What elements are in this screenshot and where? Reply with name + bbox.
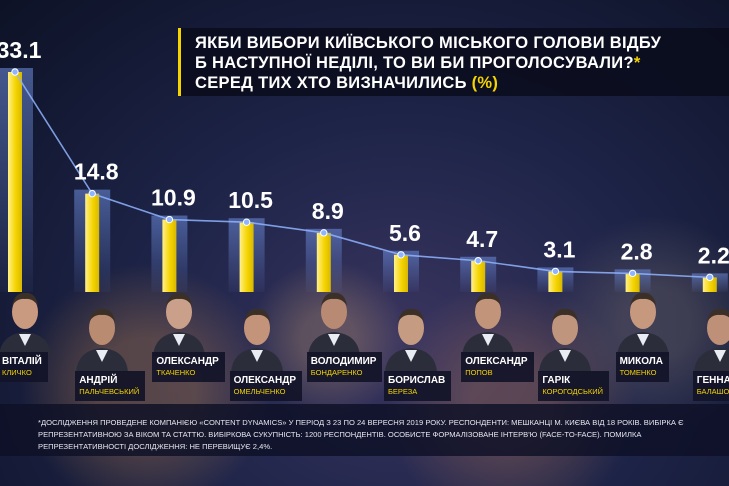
trend-line [14, 71, 710, 279]
footnote-panel: *ДОСЛІДЖЕННЯ ПРОВЕДЕНЕ КОМПАНІЄЮ «CONTEN… [0, 404, 729, 456]
candidate-last-name-2: ТКАЧЕНКО [156, 368, 196, 377]
candidate-last-name-8: ТОМЕНКО [619, 368, 657, 377]
candidate-photo-7 [535, 298, 595, 372]
trend-point-9 [706, 273, 714, 282]
candidate-last-name-7: КОРОГОДСЬКИЙ [542, 387, 604, 396]
candidate-last-name-4: БОНДАРЕНКО [310, 368, 363, 377]
candidate-last-name-3: ОМЕЛЬЧЕНКО [233, 387, 286, 396]
candidate-last-name-9: БАЛАШОВ [696, 387, 729, 396]
value-label-3: 10.5 [228, 187, 273, 213]
candidate-name-plate-9: ГЕННАДІБАЛАШОВ [692, 371, 729, 401]
title-line-3: СЕРЕД ТИХ ХТО ВИЗНАЧИЛИСЬ (%) [195, 74, 498, 93]
bar-8 [625, 273, 640, 292]
title-line-2: Б НАСТУПНОЇ НЕДІЛІ, ТО ВИ БИ ПРОГОЛОСУВА… [195, 54, 641, 73]
candidate-last-name-5: БЕРЕЗА [388, 387, 418, 396]
trend-point-4 [320, 229, 328, 237]
bar-2 [162, 219, 177, 292]
bar-6 [471, 260, 486, 292]
bar-0 [8, 72, 22, 292]
value-label-7: 3.1 [543, 236, 575, 262]
bar-1 [85, 193, 100, 292]
candidate-first-name-7: ГАРІК [542, 375, 571, 386]
value-label-9: 2.2 [698, 242, 729, 268]
candidate-first-name-1: АНДРІЙ [79, 375, 118, 386]
bar-3 [239, 222, 254, 292]
trend-point-7 [551, 267, 560, 276]
candidate-first-name-2: ОЛЕКСАНДР [156, 356, 219, 367]
candidate-photo-2 [149, 282, 209, 356]
bar-9 [702, 277, 717, 292]
candidate-photo-9 [690, 298, 729, 372]
candidate-photo-6 [458, 282, 518, 356]
candidate-first-name-3: ОЛЕКСАНДР [233, 375, 296, 386]
candidate-name-plate-3: ОЛЕКСАНДР ОМЕЛЬЧЕНКО [229, 371, 302, 401]
candidate-first-name-9: ГЕННАДІ [696, 375, 729, 386]
candidate-first-name-4: ВОЛОДИМИР [310, 356, 377, 367]
candidate-photo-8 [613, 282, 673, 356]
value-label-8: 2.8 [621, 238, 653, 264]
candidate-name-plate-2: ОЛЕКСАНДР ТКАЧЕНКО [152, 352, 225, 382]
candidate-name-plate-6: ОЛЕКСАНДР ПОПОВ [461, 352, 534, 382]
candidate-photo-4 [304, 282, 364, 356]
trend-point-8 [628, 269, 637, 278]
candidate-photo-1 [72, 298, 132, 372]
value-label-5: 5.6 [389, 220, 421, 246]
candidate-last-name-1: ПАЛЬЧЕВСЬКИЙ [79, 387, 140, 396]
candidate-name-plate-0: ВІТАЛІЙ КЛИЧКО [0, 352, 48, 382]
bar-7 [548, 271, 563, 292]
trend-point-2 [165, 215, 174, 224]
bar-4 [316, 232, 331, 292]
candidate-name-plate-1: АНДРІЙ ПАЛЬЧЕВСЬКИЙ [75, 371, 146, 401]
candidate-photo-0 [0, 282, 55, 356]
trend-point-6 [474, 257, 482, 265]
candidate-name-plate-4: ВОЛОДИМИР БОНДАРЕНКО [306, 352, 383, 382]
footnote-text: *ДОСЛІДЖЕННЯ ПРОВЕДЕНЕ КОМПАНІЄЮ «CONTEN… [38, 418, 684, 451]
candidate-photo-3 [227, 298, 287, 372]
title-line-2-text: Б НАСТУПНОЇ НЕДІЛІ, ТО ВИ БИ ПРОГОЛОСУВА… [195, 54, 634, 72]
title-unit: (%) [471, 74, 499, 92]
value-label-0: 33.1 [0, 37, 42, 63]
candidate-last-name-6: ПОПОВ [465, 368, 493, 377]
title-line-3-text: СЕРЕД ТИХ ХТО ВИЗНАЧИЛИСЬ [195, 74, 467, 92]
candidate-first-name-0: ВІТАЛІЙ [2, 356, 42, 367]
title-line-1: ЯКБИ ВИБОРИ КИЇВСЬКОГО МІСЬКОГО ГОЛОВИ В… [195, 34, 662, 52]
value-label-4: 8.9 [312, 198, 344, 224]
candidate-last-name-0: КЛИЧКО [2, 368, 32, 377]
candidate-first-name-6: ОЛЕКСАНДР [465, 356, 528, 367]
value-label-1: 14.8 [74, 159, 119, 185]
candidate-name-plate-8: МИКОЛА ТОМЕНКО [615, 352, 669, 382]
trend-point-5 [397, 251, 405, 259]
trend-point-0 [11, 68, 19, 76]
trend-point-1 [88, 189, 96, 198]
bar-5 [394, 254, 408, 292]
candidate-name-plate-7: ГАРІК КОРОГОДСЬКИЙ [538, 371, 610, 401]
candidate-first-name-5: БОРИСЛАВ [388, 375, 446, 386]
candidate-first-name-8: МИКОЛА [619, 356, 663, 367]
candidate-photo-5 [381, 298, 441, 372]
trend-point-3 [242, 218, 251, 226]
title-footnote-mark: * [633, 54, 641, 72]
value-label-2: 10.9 [151, 185, 196, 211]
title-panel: ЯКБИ ВИБОРИ КИЇВСЬКОГО МІСЬКОГО ГОЛОВИ В… [178, 28, 729, 96]
value-label-6: 4.7 [466, 226, 498, 252]
candidate-name-plate-5: БОРИСЛАВ БЕРЕЗА [384, 371, 452, 401]
